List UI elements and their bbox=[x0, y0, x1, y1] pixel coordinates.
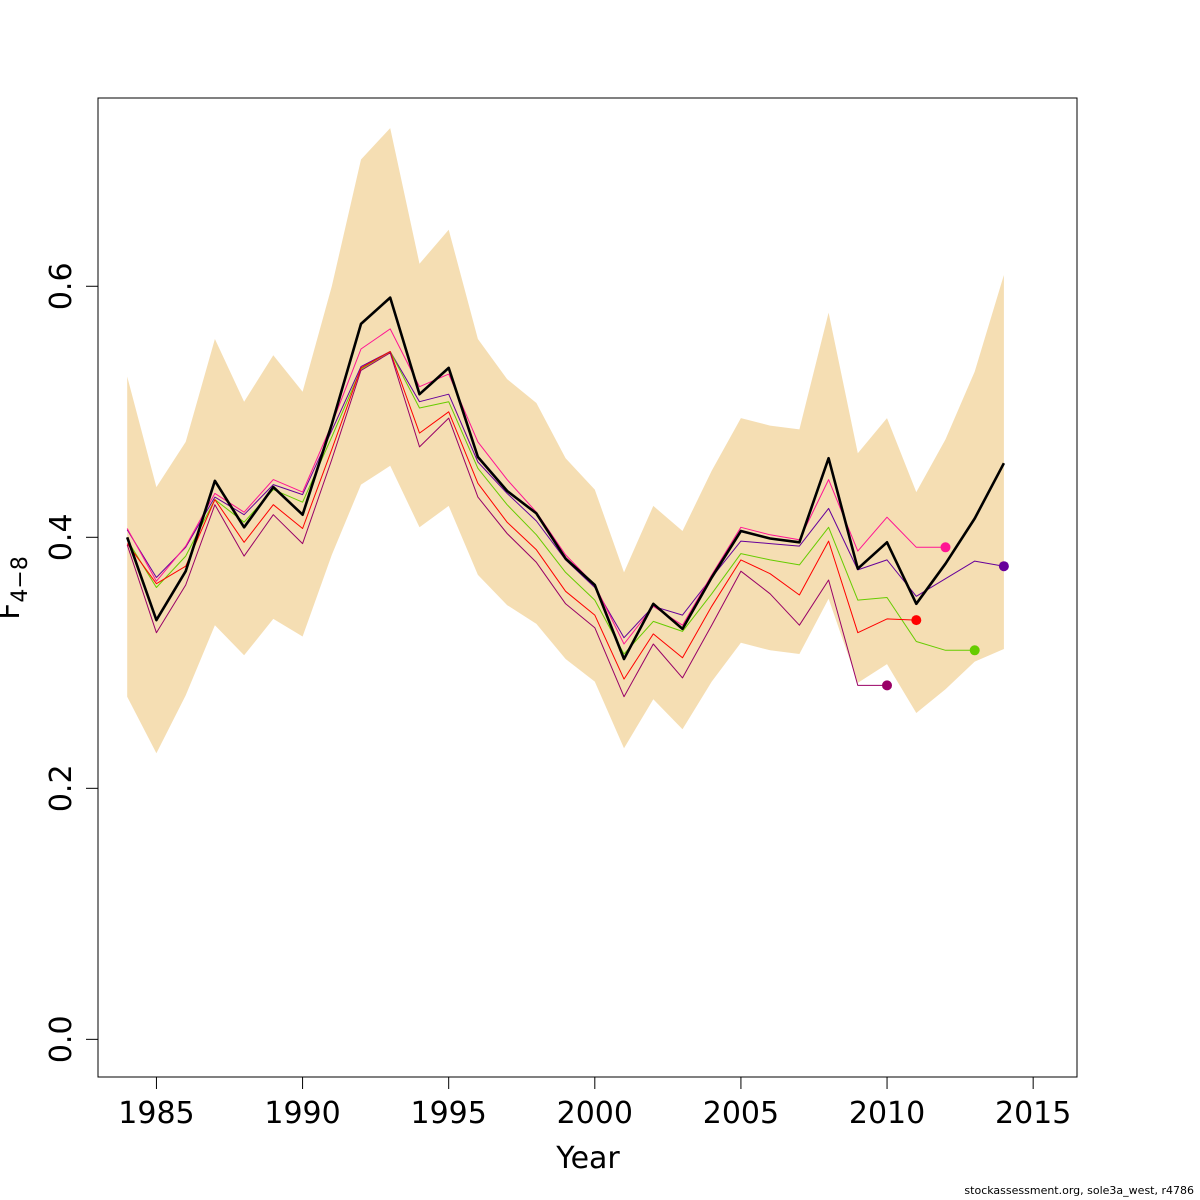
series-line-0 bbox=[125, 296, 1006, 661]
x-tick-label-1990: 1990 bbox=[264, 1096, 340, 1131]
end-marker-layer bbox=[882, 542, 1009, 691]
x-tick-label-1985: 1985 bbox=[118, 1096, 194, 1131]
x-tick-label-2015: 2015 bbox=[995, 1096, 1071, 1131]
y-tick-label-0.6: 0.6 bbox=[44, 262, 79, 310]
y-tick-label-0.4: 0.4 bbox=[44, 513, 79, 561]
series-end-point-4 bbox=[911, 615, 922, 626]
x-axis: 1985 1990 1995 2000 2005 2010 2015 bbox=[118, 1076, 1071, 1131]
y-tick-label-0.2: 0.2 bbox=[44, 764, 79, 812]
confidence-band-layer bbox=[127, 128, 1004, 754]
x-tick-label-1995: 1995 bbox=[411, 1096, 487, 1131]
series-end-point-5 bbox=[882, 680, 892, 691]
y-axis-title-subscript: 4−8 bbox=[8, 556, 33, 602]
series-end-point-1 bbox=[998, 561, 1009, 572]
series-line-5 bbox=[126, 352, 887, 698]
series-end-point-3 bbox=[969, 645, 980, 656]
series-end-point-2 bbox=[940, 542, 951, 553]
x-tick-label-2000: 2000 bbox=[557, 1096, 633, 1131]
series-line-4 bbox=[126, 351, 917, 680]
x-tick-label-2010: 2010 bbox=[849, 1096, 925, 1131]
series-layer bbox=[125, 296, 1006, 698]
footer-credit: stockassessment.org, sole3a_west, r4786 bbox=[964, 1184, 1194, 1197]
x-tick-label-2005: 2005 bbox=[703, 1096, 779, 1131]
y-axis: 0.0 0.2 0.4 0.6 bbox=[44, 262, 99, 1063]
y-axis-title-main: F bbox=[0, 603, 27, 620]
x-axis-title: Year bbox=[555, 1141, 620, 1176]
y-tick-label-0.0: 0.0 bbox=[44, 1015, 79, 1063]
y-axis-title: F4−8 bbox=[0, 556, 33, 620]
confidence-band bbox=[127, 128, 1004, 754]
